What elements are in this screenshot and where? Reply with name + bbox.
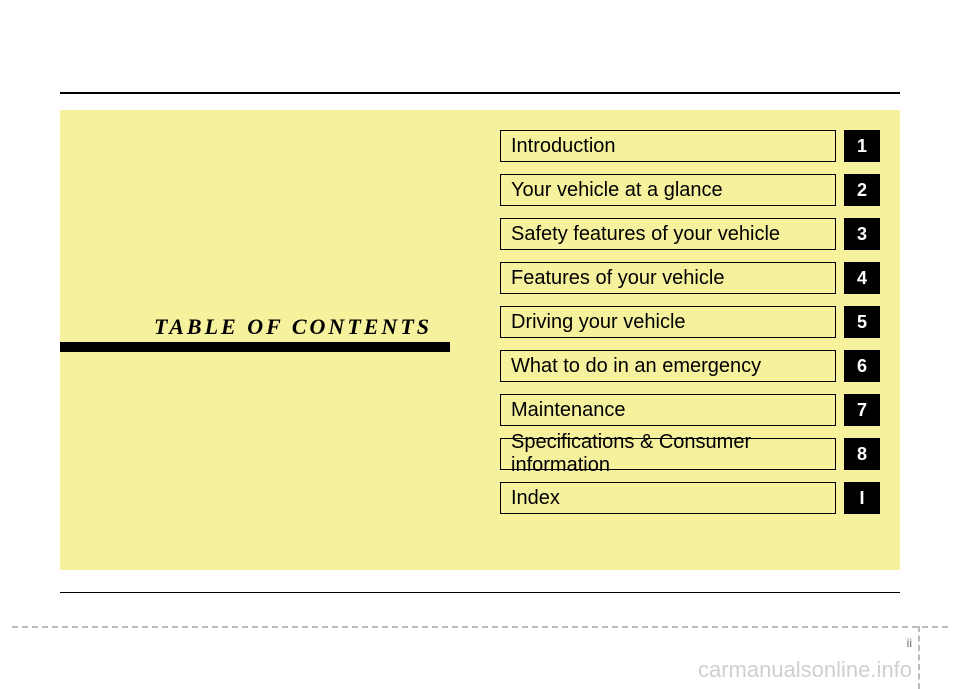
chapter-row: IndexI [500,482,880,514]
toc-panel: TABLE OF CONTENTS Introduction1Your vehi… [60,110,900,570]
chapter-row: Features of your vehicle4 [500,262,880,294]
chapter-list: Introduction1Your vehicle at a glance2Sa… [500,130,880,526]
chapter-row: Safety features of your vehicle3 [500,218,880,250]
chapter-title: Your vehicle at a glance [500,174,836,206]
top-rule [60,92,900,94]
chapter-title: Index [500,482,836,514]
chapter-row: What to do in an emergency6 [500,350,880,382]
chapter-tab: 3 [844,218,880,250]
chapter-title: Features of your vehicle [500,262,836,294]
chapter-row: Specifications & Consumer information8 [500,438,880,470]
chapter-row: Maintenance7 [500,394,880,426]
toc-heading-text: TABLE OF CONTENTS [60,314,450,340]
chapter-title: Maintenance [500,394,836,426]
dashed-horizontal [12,626,948,628]
page-number: ii [907,636,912,650]
chapter-tab: 8 [844,438,880,470]
chapter-tab: 4 [844,262,880,294]
chapter-title: Introduction [500,130,836,162]
chapter-title: What to do in an emergency [500,350,836,382]
chapter-row: Your vehicle at a glance2 [500,174,880,206]
chapter-title: Specifications & Consumer information [500,438,836,470]
dashed-vertical [918,626,920,689]
chapter-tab: 1 [844,130,880,162]
chapter-tab: 2 [844,174,880,206]
chapter-tab: 5 [844,306,880,338]
toc-heading-underline [60,342,450,352]
chapter-title: Safety features of your vehicle [500,218,836,250]
chapter-tab: I [844,482,880,514]
chapter-tab: 6 [844,350,880,382]
chapter-row: Introduction1 [500,130,880,162]
chapter-title: Driving your vehicle [500,306,836,338]
toc-heading: TABLE OF CONTENTS [60,314,450,352]
bottom-rule [60,592,900,593]
chapter-tab: 7 [844,394,880,426]
chapter-row: Driving your vehicle5 [500,306,880,338]
watermark: carmanualsonline.info [698,657,912,683]
